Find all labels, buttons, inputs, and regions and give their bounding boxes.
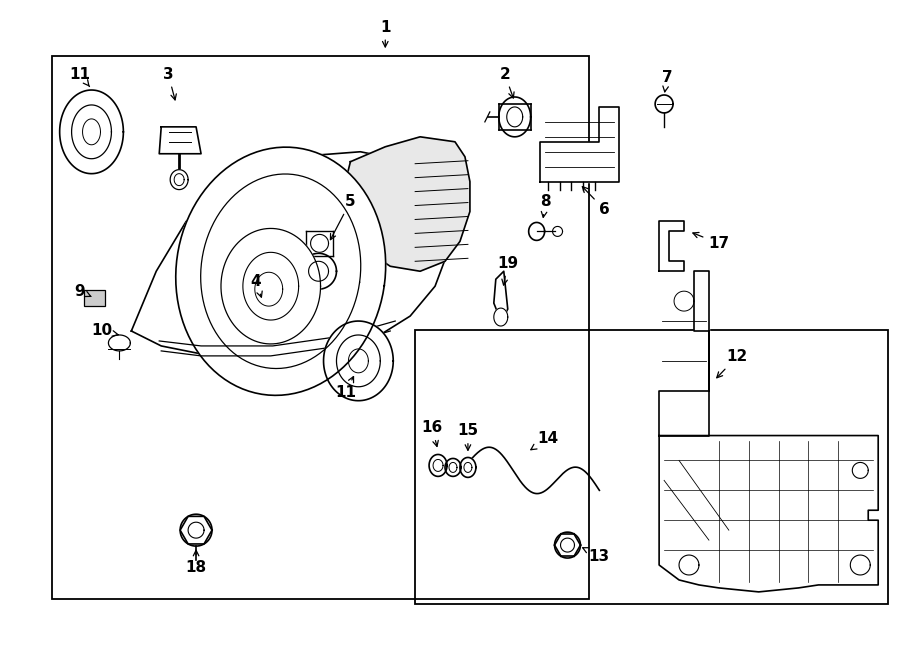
Bar <box>415 330 888 604</box>
Polygon shape <box>346 137 470 271</box>
Polygon shape <box>494 308 508 326</box>
Polygon shape <box>170 170 188 190</box>
Bar <box>84 290 105 306</box>
Text: 9: 9 <box>75 284 91 299</box>
Polygon shape <box>460 457 476 477</box>
Text: 7: 7 <box>662 69 672 92</box>
Text: 2: 2 <box>500 67 514 98</box>
Polygon shape <box>108 335 130 351</box>
Polygon shape <box>540 107 619 182</box>
Text: 11: 11 <box>69 67 90 87</box>
Polygon shape <box>324 321 393 401</box>
Text: 1: 1 <box>380 20 391 35</box>
Text: 13: 13 <box>582 548 610 564</box>
Polygon shape <box>159 127 201 154</box>
Polygon shape <box>131 152 455 361</box>
Bar <box>51 56 589 599</box>
Polygon shape <box>310 235 328 253</box>
Text: 6: 6 <box>582 186 609 217</box>
Polygon shape <box>429 455 447 477</box>
Text: 10: 10 <box>91 323 118 338</box>
Text: 3: 3 <box>163 67 176 100</box>
Text: 16: 16 <box>421 420 443 446</box>
Text: 19: 19 <box>497 256 518 285</box>
Text: 15: 15 <box>457 423 479 450</box>
Polygon shape <box>659 436 878 592</box>
Polygon shape <box>659 271 709 436</box>
Polygon shape <box>59 90 123 174</box>
Polygon shape <box>236 298 250 314</box>
Polygon shape <box>301 253 337 289</box>
Text: 4: 4 <box>250 274 262 297</box>
Polygon shape <box>554 532 580 558</box>
Text: 12: 12 <box>716 350 747 378</box>
Polygon shape <box>528 223 544 241</box>
Text: 8: 8 <box>540 194 551 217</box>
Text: 18: 18 <box>185 550 207 576</box>
Text: 5: 5 <box>330 194 356 240</box>
Polygon shape <box>176 147 386 395</box>
Text: 14: 14 <box>531 431 558 449</box>
Polygon shape <box>221 229 320 344</box>
Polygon shape <box>499 97 531 137</box>
Polygon shape <box>445 459 461 477</box>
Text: 11: 11 <box>335 377 356 401</box>
Polygon shape <box>180 514 212 546</box>
Text: 17: 17 <box>693 233 729 251</box>
Polygon shape <box>655 95 673 113</box>
